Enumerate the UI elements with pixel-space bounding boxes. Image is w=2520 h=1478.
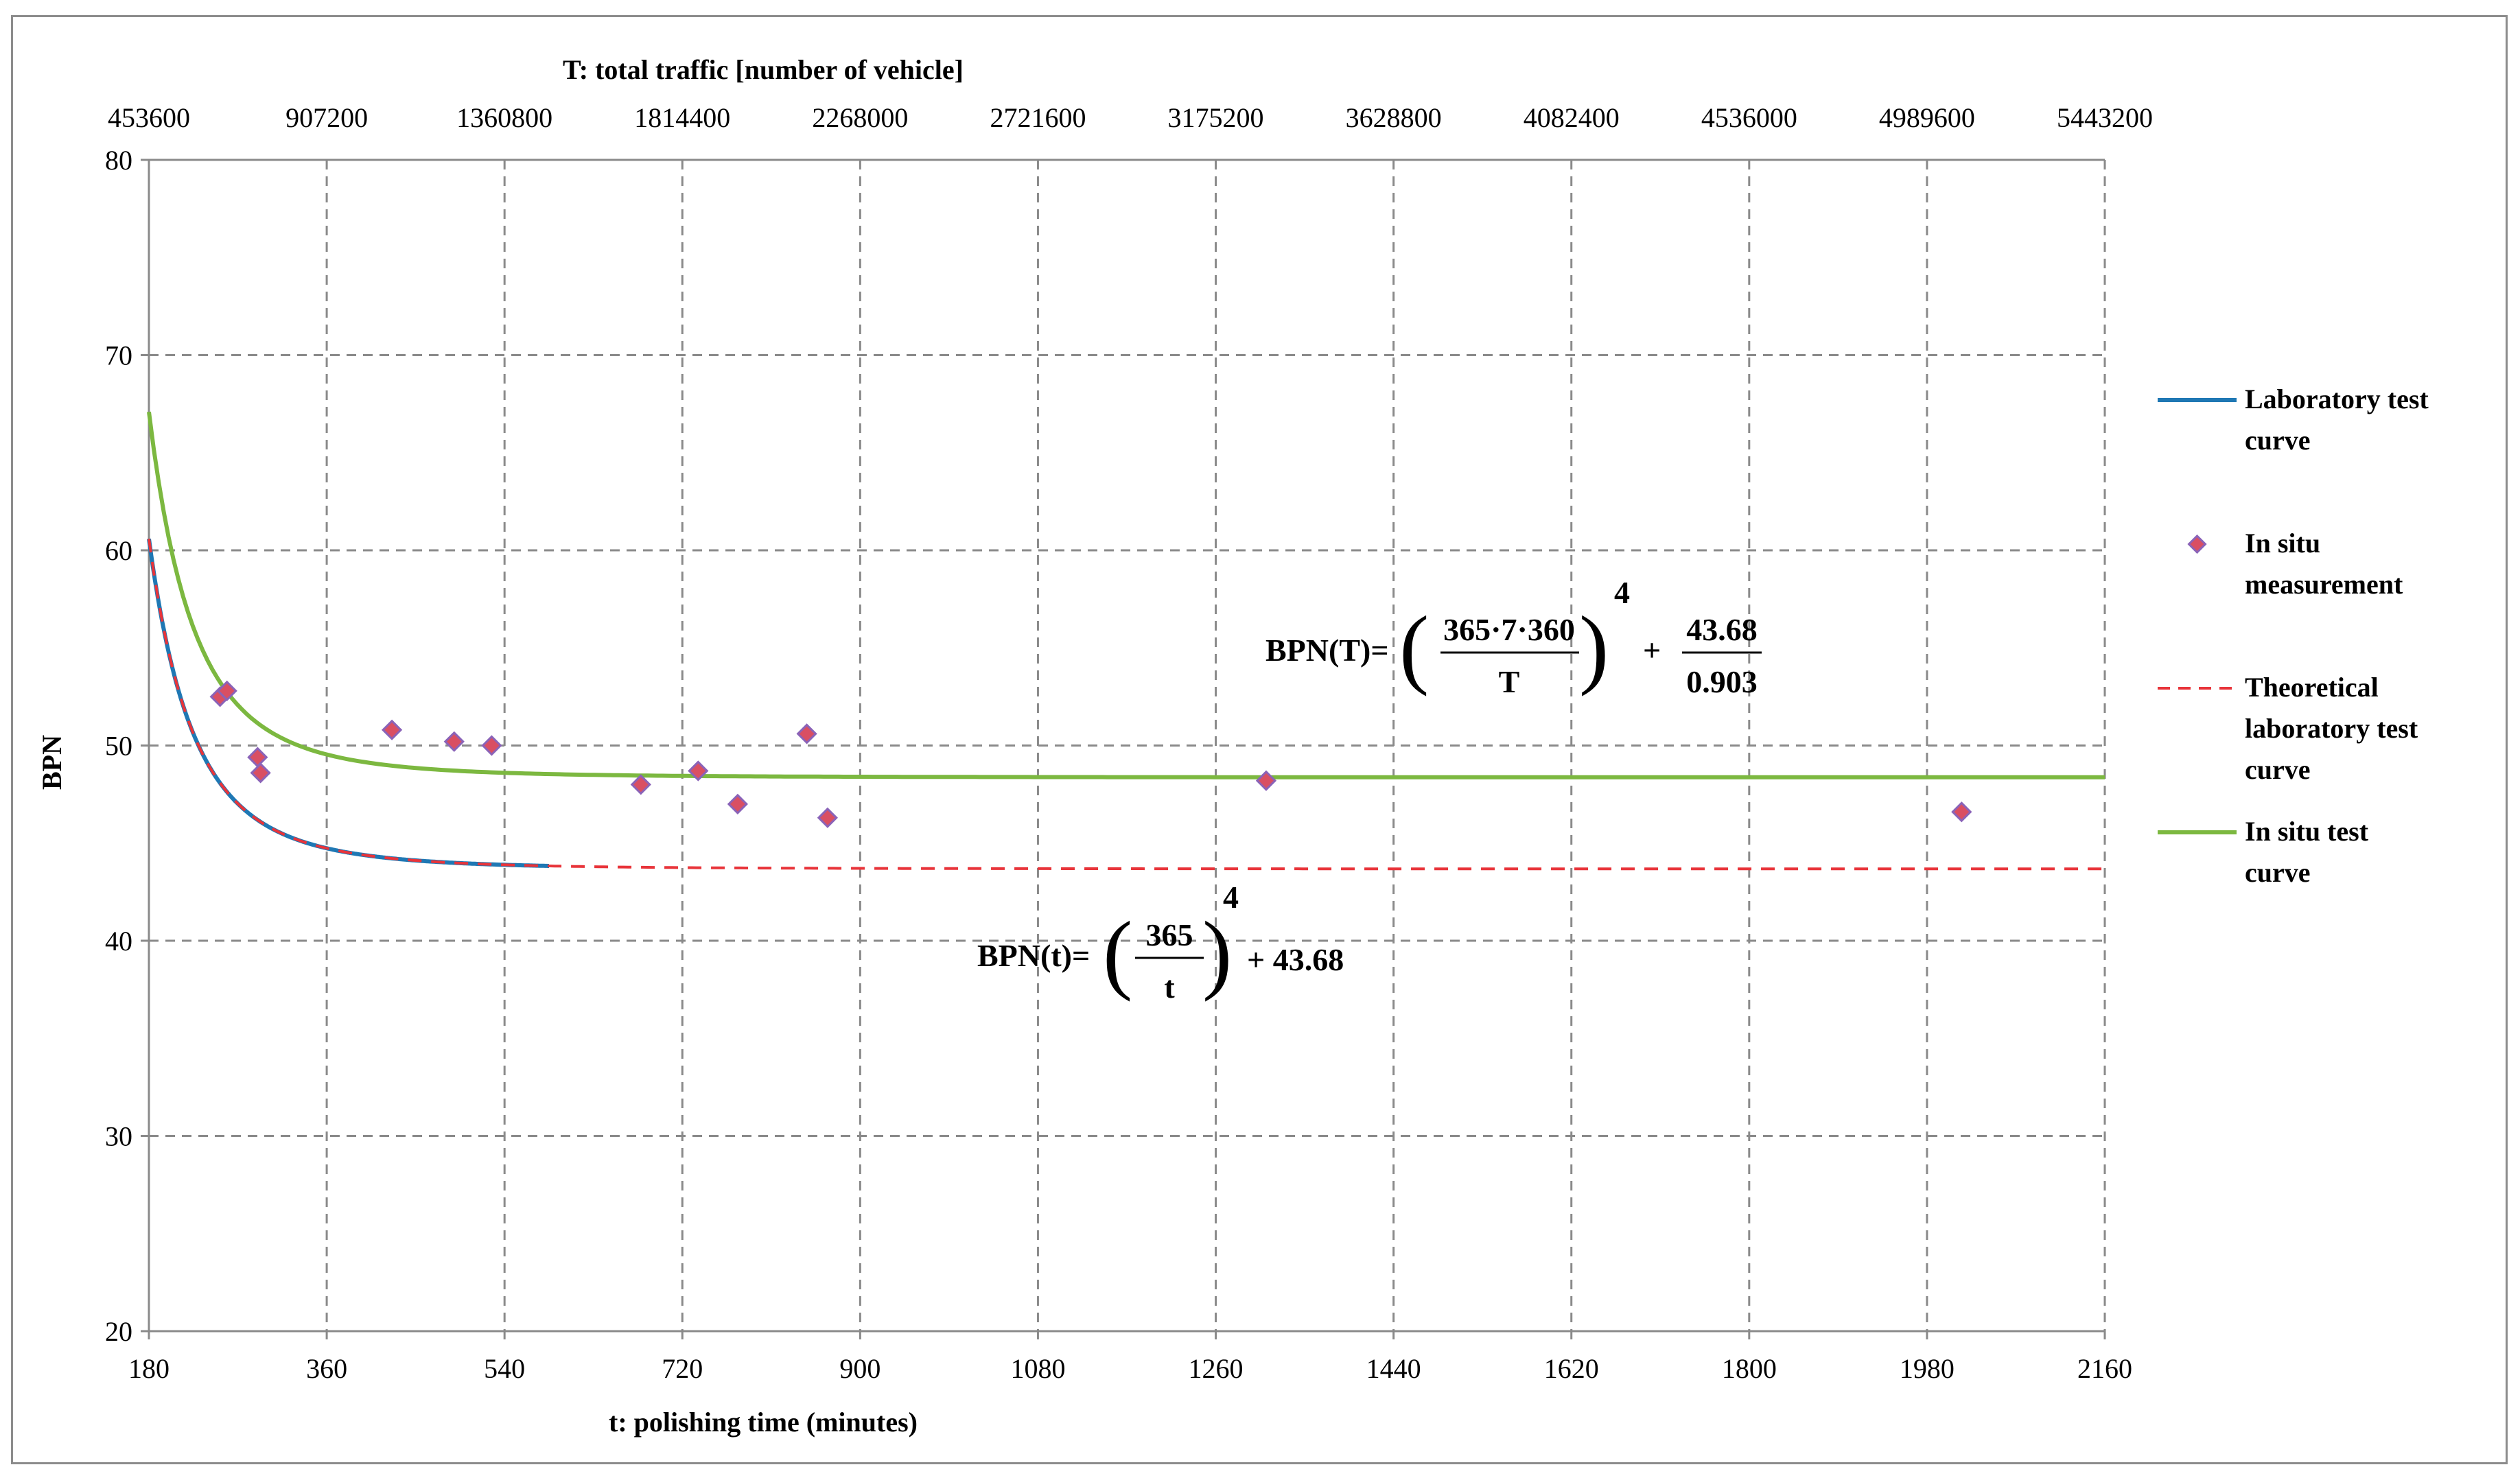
x2-tick-label: 3175200 [1168,102,1264,133]
grid-lines [149,159,2106,1331]
x-tick-label: 1800 [1722,1353,1777,1384]
in-situ-point [1951,801,1972,823]
x-axis-title: t: polishing time (minutes) [609,1407,918,1438]
in-situ-point [216,680,237,701]
x2-tick-label: 453600 [108,102,190,133]
x-tick-label: 1080 [1010,1353,1065,1384]
chart-frame: 180 360 540 720 900 1080 1260 1440 1620 1800 1980 2… [11,15,2508,1464]
x2-tick-label: 1360800 [456,102,552,133]
eq-t-right-paren: ) [1202,904,1232,1002]
chart-canvas: 180 360 540 720 900 1080 1260 1440 1620 1800 1980 2… [36,54,2429,1438]
legend-label: In situ [2245,528,2320,559]
x2-tick-label: 1814400 [634,102,730,133]
eq-t-lhs: BPN(t)= [977,938,1090,973]
equation-time: BPN(t)= ( 365 t ) 4 + 43.68 [977,880,1344,1005]
eq-T-plus: + [1643,633,1661,668]
eq-t-rest: + 43.68 [1247,942,1344,977]
x2-tick-label: 4989600 [1879,102,1975,133]
x-tick-label: 360 [306,1353,347,1384]
in-situ-point [250,762,271,784]
scatter-points [209,680,1972,828]
legend-label: measurement [2245,569,2403,600]
eq-T-lhs: BPN(T)= [1265,633,1389,668]
legend-label: Theoretical [2245,672,2379,703]
x-tick-label: 1980 [1900,1353,1955,1384]
y-axis-title: BPN [36,735,67,790]
eq-T-numerator2: 43.68 [1686,612,1758,647]
y-tick-label: 30 [105,1121,132,1152]
x2-tick-label: 5443200 [2057,102,2153,133]
eq-T-denominator: T [1499,664,1520,699]
y-tick-label: 70 [105,340,132,371]
x-tick-label: 180 [128,1353,170,1384]
x2-tick-label: 4082400 [1524,102,1620,133]
eq-T-exponent: 4 [1614,575,1630,610]
y-tick-label: 20 [105,1316,132,1347]
legend-swatch [2187,534,2207,554]
in-situ-point [443,731,465,752]
eq-T-denominator2: 0.903 [1686,664,1758,699]
in-situ-point [630,774,651,795]
eq-T-right-paren: ) [1579,598,1609,697]
x-tick-label: 900 [839,1353,880,1384]
x2-tick-labels: 453600 907200 1360800 1814400 2268000 2721600… [108,102,2153,133]
y-tick-labels: 20 30 40 50 60 70 80 [105,145,132,1347]
legend-label: In situ test [2245,816,2369,847]
legend: Laboratory test curve In situ measurement Th… [2158,384,2429,888]
y-tick-label: 50 [105,731,132,762]
series-in-situ-test-curve [147,411,2105,779]
x-tick-labels: 180 360 540 720 900 1080 1260 1440 1620 1800 1980 2… [128,1353,2132,1384]
x-tick-label: 1620 [1544,1353,1599,1384]
legend-label: curve [2245,754,2311,785]
y-tick-label: 40 [105,926,132,957]
x-tick-label: 1440 [1366,1353,1421,1384]
y-tick-label: 60 [105,535,132,566]
in-situ-point [481,735,502,756]
series-layer [147,411,2105,871]
series-theoretical-laboratory-test-curve [148,539,2105,871]
y-tick-label: 80 [105,145,132,176]
in-situ-point [247,747,268,768]
in-situ-point [796,723,817,744]
x-tick-label: 1260 [1189,1353,1244,1384]
x2-tick-label: 4536000 [1701,102,1797,133]
in-situ-point [1255,770,1277,791]
legend-label: curve [2245,425,2311,456]
eq-T-numerator: 365·7·360 [1443,612,1575,647]
in-situ-point [381,719,403,740]
legend-label: laboratory test [2245,713,2418,744]
series-laboratory-test-curve [147,538,549,868]
x-tick-label: 2160 [2077,1353,2132,1384]
x2-tick-label: 2721600 [990,102,1086,133]
eq-t-numerator: 365 [1146,917,1193,952]
legend-label: Laboratory test [2245,384,2429,414]
legend-label: curve [2245,857,2311,888]
equation-traffic: BPN(T)= ( 365·7·360 T ) 4 + 43.68 0.903 [1265,575,1762,699]
eq-T-left-paren: ( [1399,598,1429,697]
x2-tick-label: 2268000 [812,102,908,133]
in-situ-point [727,793,749,814]
eq-t-denominator: t [1164,970,1175,1005]
axes [141,159,2106,1339]
x2-tick-label: 3628800 [1346,102,1442,133]
in-situ-point [817,807,838,828]
x-tick-label: 720 [662,1353,703,1384]
x2-tick-label: 907200 [285,102,368,133]
eq-t-exponent: 4 [1223,880,1239,915]
eq-t-left-paren: ( [1103,904,1132,1002]
x-tick-label: 540 [484,1353,525,1384]
x2-axis-title: T: total traffic [number of vehicle] [563,54,964,85]
in-situ-point [688,760,709,782]
